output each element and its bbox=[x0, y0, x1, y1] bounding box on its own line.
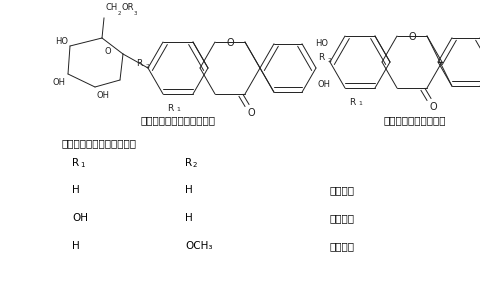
Text: 2: 2 bbox=[118, 11, 121, 16]
Text: 式中大豆异黄酮结构式中：: 式中大豆异黄酮结构式中： bbox=[62, 138, 137, 148]
Text: H: H bbox=[72, 241, 80, 251]
Text: OH: OH bbox=[53, 78, 66, 87]
Text: H: H bbox=[72, 185, 80, 195]
Text: O: O bbox=[226, 38, 233, 48]
Text: R: R bbox=[72, 158, 79, 168]
Text: R: R bbox=[167, 104, 173, 113]
Text: 3: 3 bbox=[134, 11, 137, 16]
Text: 1: 1 bbox=[357, 101, 361, 106]
Text: 2: 2 bbox=[146, 64, 150, 69]
Text: R: R bbox=[317, 54, 324, 63]
Text: HO: HO bbox=[55, 38, 68, 46]
Text: R: R bbox=[185, 158, 192, 168]
Text: OCH₃: OCH₃ bbox=[185, 241, 212, 251]
Text: O: O bbox=[408, 32, 415, 42]
Text: 大豆异黄酮葡萄糖苷结构式: 大豆异黄酮葡萄糖苷结构式 bbox=[140, 115, 215, 125]
Text: H: H bbox=[185, 213, 192, 223]
Text: 大豆异黄酮苷元结构式: 大豆异黄酮苷元结构式 bbox=[383, 115, 445, 125]
Text: 1: 1 bbox=[176, 107, 180, 112]
Text: O: O bbox=[105, 47, 111, 57]
Text: OR: OR bbox=[122, 3, 134, 12]
Text: 染料木素: 染料木素 bbox=[329, 213, 354, 223]
Text: 1: 1 bbox=[80, 162, 84, 168]
Text: 2: 2 bbox=[192, 162, 197, 168]
Text: HO: HO bbox=[314, 40, 327, 49]
Text: O: O bbox=[428, 103, 436, 112]
Text: 2: 2 bbox=[327, 58, 331, 63]
Text: H: H bbox=[185, 185, 192, 195]
Text: CH: CH bbox=[106, 3, 118, 12]
Text: OH: OH bbox=[317, 80, 330, 89]
Text: R: R bbox=[348, 98, 354, 107]
Text: OH: OH bbox=[97, 91, 110, 100]
Text: R: R bbox=[135, 60, 142, 69]
Text: 黄豆黄素: 黄豆黄素 bbox=[329, 241, 354, 251]
Text: O: O bbox=[247, 108, 254, 118]
Text: 大豆黄素: 大豆黄素 bbox=[329, 185, 354, 195]
Text: OH: OH bbox=[72, 213, 88, 223]
